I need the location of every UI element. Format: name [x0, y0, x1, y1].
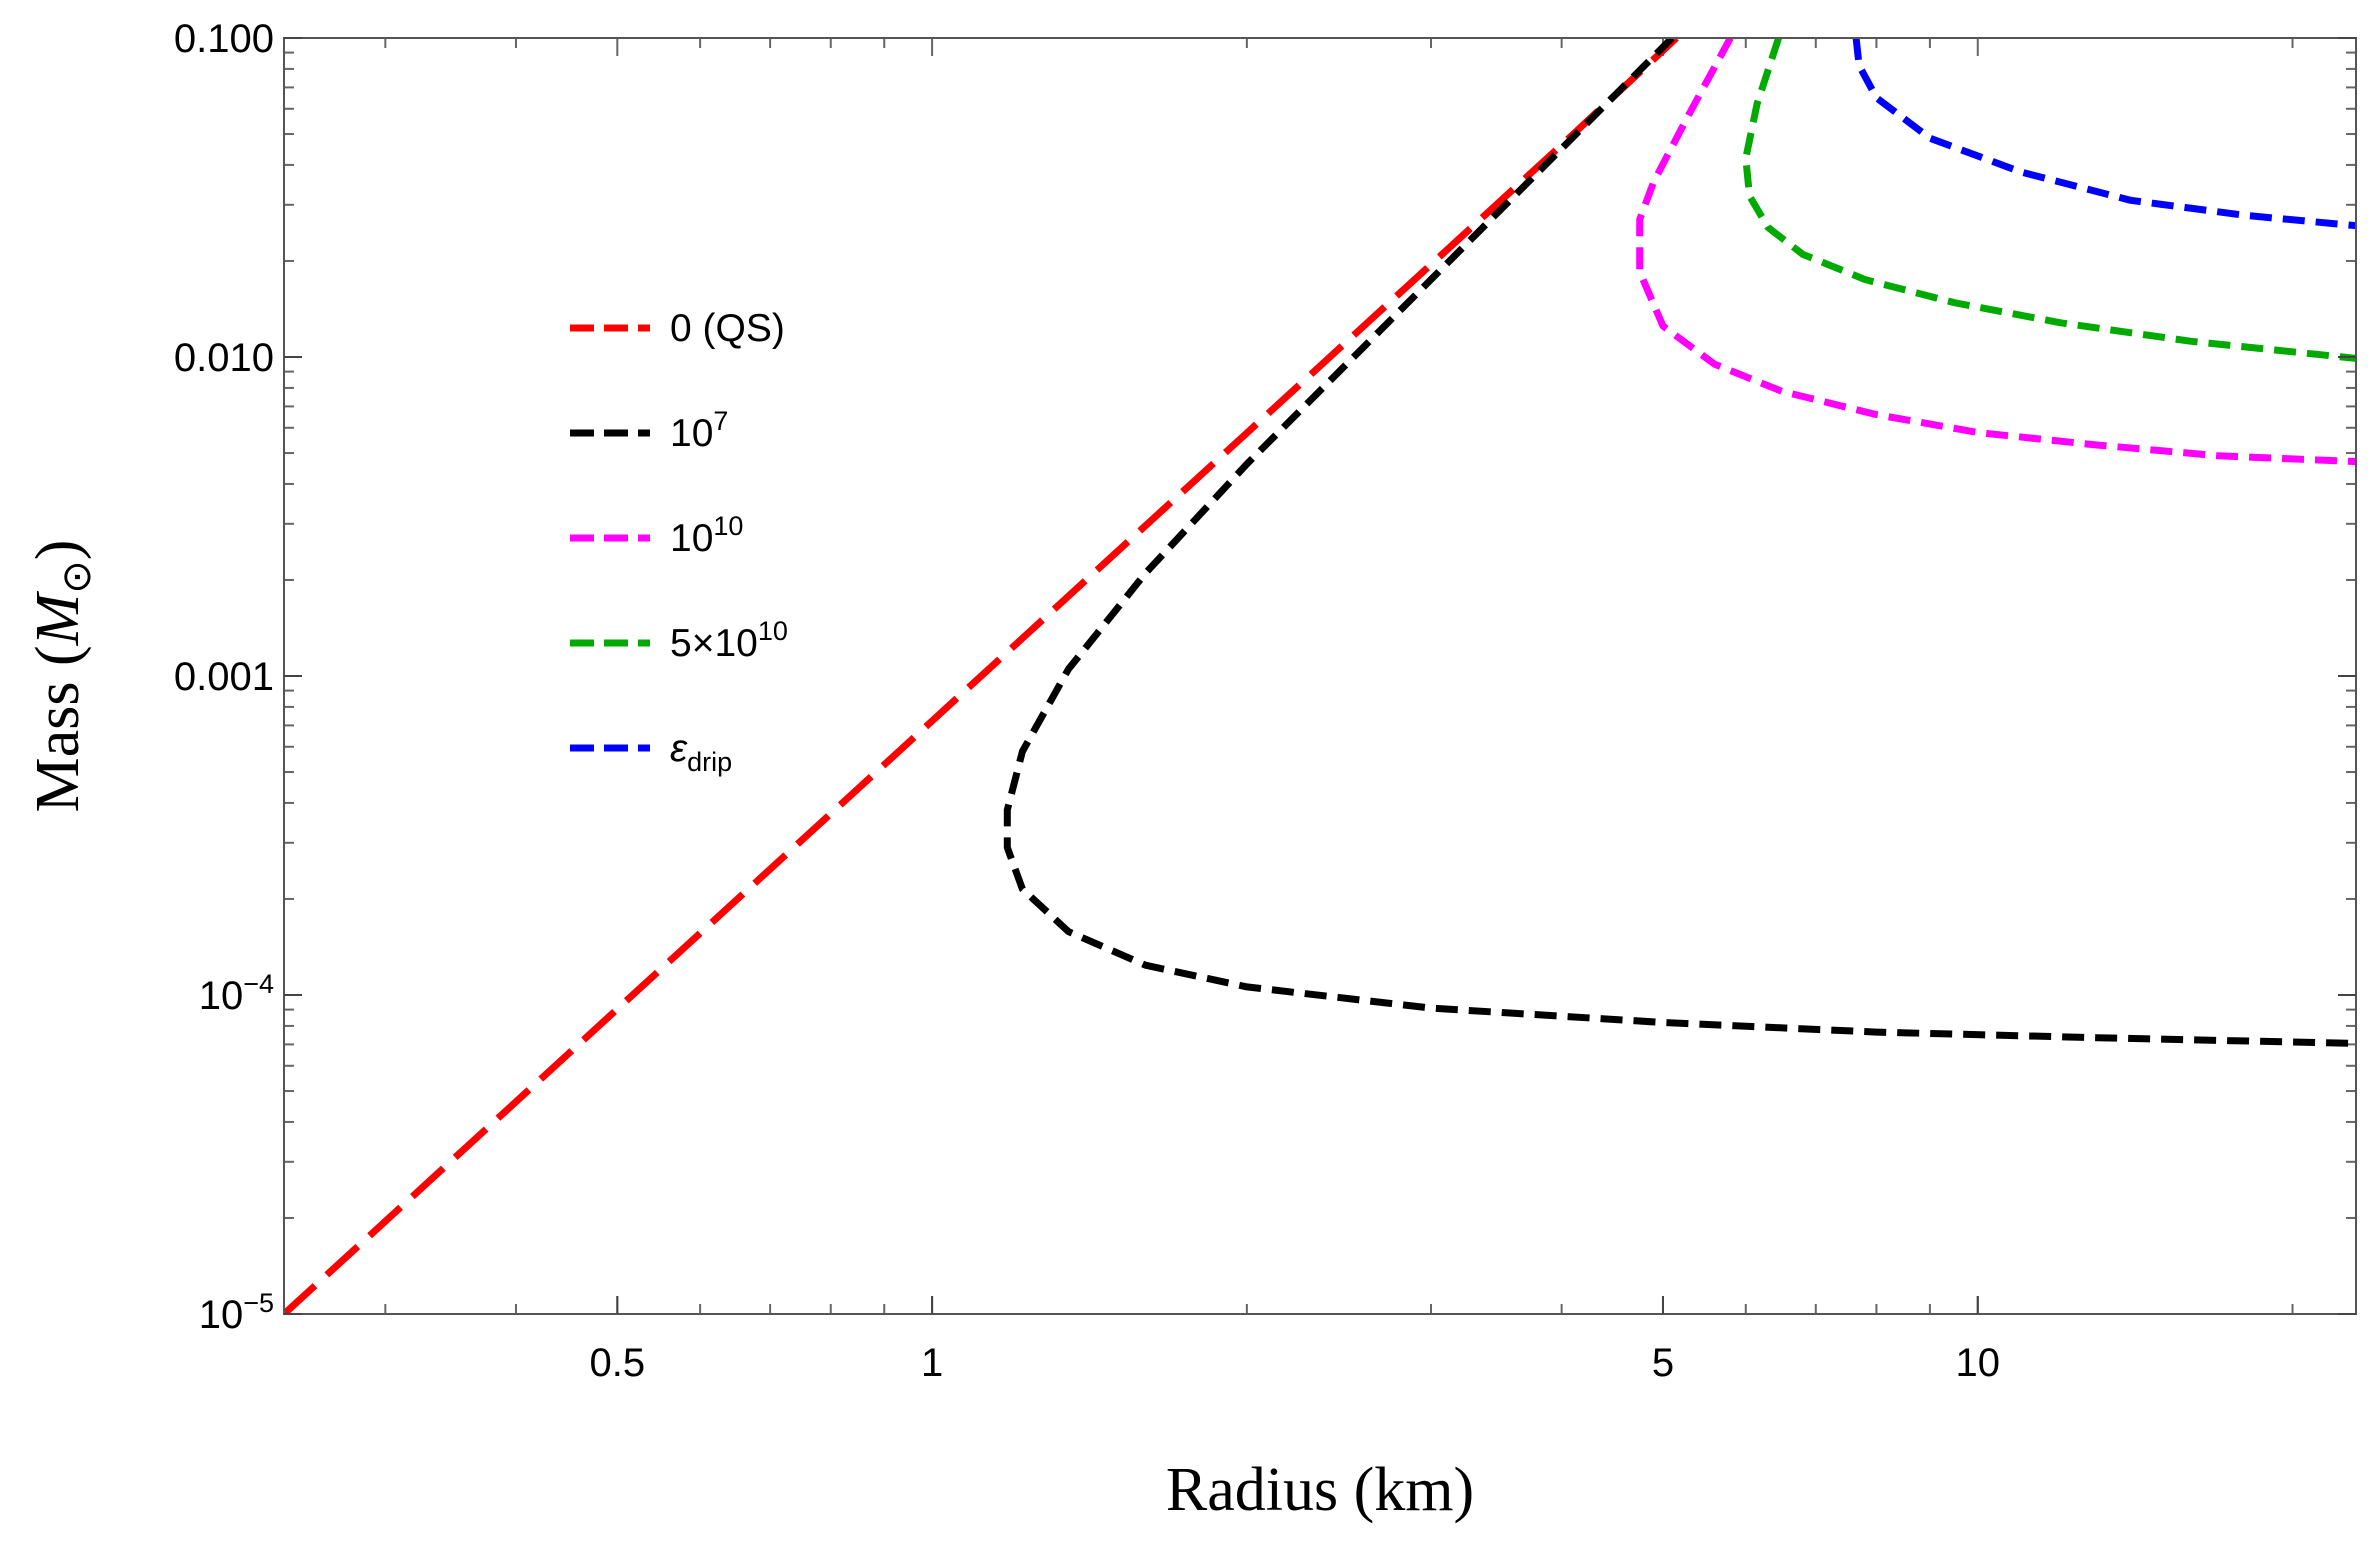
series-line-2: [1636, 38, 2356, 466]
y-tick-label: 10−4: [199, 969, 274, 1018]
series-line-0: [284, 38, 1679, 1314]
y-tick-label: 0.010: [174, 336, 274, 380]
x-tick-label: 10: [1956, 1341, 2001, 1385]
legend-label: 107: [670, 406, 728, 455]
series-line-4: [1852, 38, 2356, 230]
x-tick-labels: 0.5 1 5 10: [590, 1341, 2000, 1385]
svg-text:Mass (M⊙): Mass (M⊙): [24, 540, 99, 813]
x-tick-label: 0.5: [590, 1341, 646, 1385]
y-tick-label: 0.100: [174, 17, 274, 61]
y-tick-labels: 0.100 0.010 0.001 10−4 10−5: [174, 17, 274, 1337]
x-tick-label: 1: [921, 1341, 943, 1385]
series-line-3: [1742, 38, 2356, 362]
legend-label: 0 (QS): [670, 307, 785, 350]
x-axis-title: Radius (km): [1166, 1456, 1474, 1524]
y-axis-title-subscript: ⊙: [54, 560, 99, 594]
legend-label: 5×1010: [670, 616, 788, 665]
series-layer: [284, 38, 2356, 1314]
y-tick-label: 10−5: [199, 1288, 274, 1337]
x-tick-label: 5: [1652, 1341, 1674, 1385]
y-axis-title-text: Mass: [24, 682, 92, 813]
legend-label: εdrip: [670, 727, 732, 777]
minor-ticks: [284, 38, 2356, 1314]
legend: 0 (QS) 107 1010 5×1010 εdrip: [570, 307, 788, 777]
y-axis-title-symbol: M: [24, 590, 92, 646]
legend-label: 1010: [670, 511, 743, 560]
y-axis-title: Mass (M⊙): [24, 540, 99, 813]
y-tick-label: 0.001: [174, 655, 274, 699]
major-ticks: [284, 37, 2356, 1315]
